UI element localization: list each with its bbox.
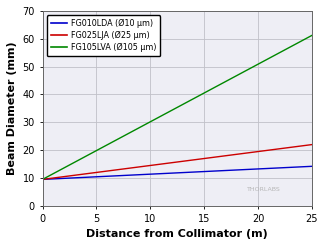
FG010LDA (Ø10 μm) [41,178,45,181]
FG010LDA (Ø10 μm) [205,170,209,173]
Text: THORLABS: THORLABS [247,187,281,192]
FG105LVA (Ø105 μm) [310,34,314,37]
FG025LJA (Ø25 μm) [267,149,271,152]
FG025LJA (Ø25 μm) [205,157,209,160]
FG010LDA (Ø10 μm) [267,167,271,170]
FG105LVA (Ø105 μm) [42,177,46,180]
FG105LVA (Ø105 μm) [41,178,45,181]
FG105LVA (Ø105 μm) [201,92,205,95]
Y-axis label: Beam Diameter (mm): Beam Diameter (mm) [7,42,17,175]
FG025LJA (Ø25 μm) [201,157,205,160]
FG105LVA (Ø105 μm) [200,93,204,96]
Line: FG025LJA (Ø25 μm): FG025LJA (Ø25 μm) [43,145,312,179]
FG010LDA (Ø10 μm) [201,170,205,173]
FG010LDA (Ø10 μm) [42,178,46,181]
FG025LJA (Ø25 μm) [285,146,289,149]
FG025LJA (Ø25 μm) [310,143,314,146]
FG010LDA (Ø10 μm) [310,165,314,168]
FG105LVA (Ø105 μm) [267,57,271,60]
FG105LVA (Ø105 μm) [285,47,289,50]
FG010LDA (Ø10 μm) [200,170,204,173]
Legend: FG010LDA (Ø10 μm), FG025LJA (Ø25 μm), FG105LVA (Ø105 μm): FG010LDA (Ø10 μm), FG025LJA (Ø25 μm), FG… [46,15,160,56]
Line: FG010LDA (Ø10 μm): FG010LDA (Ø10 μm) [43,166,312,179]
FG025LJA (Ø25 μm) [41,178,45,181]
FG010LDA (Ø10 μm) [285,166,289,169]
FG025LJA (Ø25 μm) [200,157,204,160]
Line: FG105LVA (Ø105 μm): FG105LVA (Ø105 μm) [43,35,312,179]
FG025LJA (Ø25 μm) [42,178,46,181]
X-axis label: Distance from Collimator (m): Distance from Collimator (m) [86,229,268,239]
FG105LVA (Ø105 μm) [205,90,209,93]
